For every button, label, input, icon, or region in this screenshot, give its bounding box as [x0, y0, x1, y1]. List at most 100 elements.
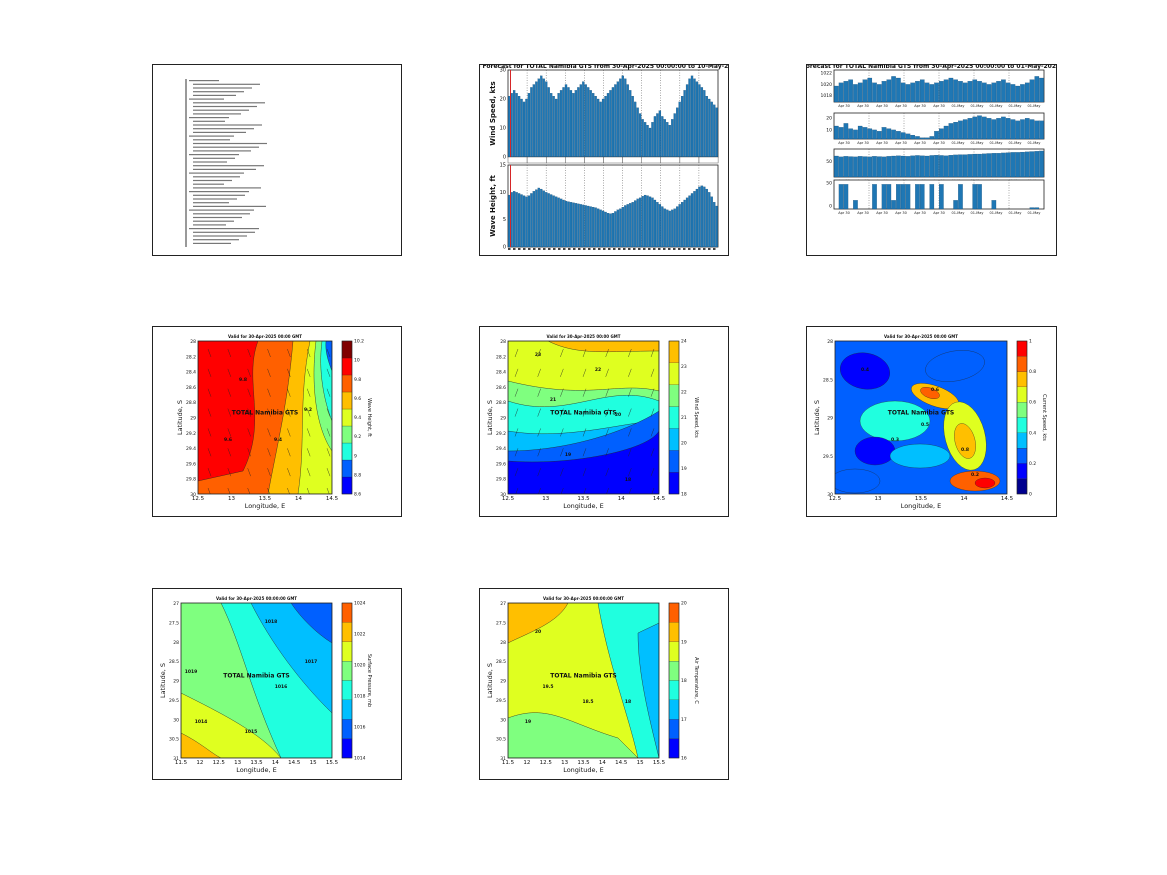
wave-height-bar: [673, 208, 676, 248]
wave-bottom-tick: [578, 248, 581, 250]
wave-height-map-colorbar-tick: 9: [354, 453, 357, 459]
multi-row-2-plot: 10 20: [826, 112, 1045, 140]
current-speed-map-fills: [835, 341, 1007, 494]
multi-row-3-bar: [877, 156, 882, 178]
wave-height-map-arrow: [287, 388, 291, 397]
current-speed-map-title: Valid for 30-Apr-2025 00:00 GMT: [884, 334, 958, 339]
multi-row-2-bar: [881, 127, 887, 140]
pressure-map-ytick: 31: [173, 756, 179, 762]
wind-speed-map-colorbar-tick: 24: [681, 339, 687, 345]
wave-height-bar: [535, 189, 538, 248]
wind-speed-map-arrow: [514, 408, 519, 417]
current-speed-map-ytick: 28.5: [823, 377, 833, 383]
wind-speed-map-xlabel: Longitude, E: [563, 502, 604, 510]
wind-speed-map-arrow: [650, 368, 655, 377]
multi-row-1-bar: [982, 82, 987, 103]
wave-height-bar: [695, 188, 699, 248]
pressure-map-contour-band: [290, 603, 332, 644]
wave-bottom-tick: [563, 248, 566, 250]
wave-bottom-tick: [688, 248, 691, 250]
wave-bottom-tick: [663, 248, 666, 250]
summary-line: [193, 142, 267, 145]
wind-speed-bar: [569, 90, 573, 158]
summary-line: [193, 183, 224, 185]
multi-row-3-bar: [1039, 150, 1044, 178]
current-speed-map-contour-label: 0.5: [921, 422, 929, 428]
wind-speed-ytick: 30: [500, 68, 506, 74]
wave-height-map-arrow: [247, 487, 251, 494]
wind-speed-map-arrow: [514, 428, 519, 437]
wind-speed-bar: [688, 78, 691, 158]
current-speed-map-colorbar-tick: 0.2: [1029, 461, 1036, 467]
wind-speed-map-arrow: [628, 448, 632, 457]
wind-speed-bar: [594, 96, 597, 158]
wind-speed-map-arrow: [628, 408, 632, 417]
pressure-map-plot: Valid for 30-Apr-2025 00:00:00 GMT TOTAL …: [159, 596, 372, 774]
pressure-map-colorbar-tick: 1024: [354, 601, 366, 607]
air-temp-map-2-xtick: 12: [523, 760, 530, 766]
wind-speed-map-arrow: [628, 348, 632, 358]
current-speed-map-colorbar: 0 0.2 0.4 0.6 0.8 1 Current Speed, kts: [1016, 339, 1047, 498]
wave-height-map-colorbar-frame: [341, 340, 353, 495]
pressure-map-colorbar-swatch: [341, 719, 353, 739]
wind-speed-map-colorbar-swatch: [668, 362, 680, 385]
multi-row-1-bar: [1039, 77, 1044, 103]
multi-row-1-bar: [1015, 85, 1020, 103]
wind-speed-map-colorbar-swatch: [668, 406, 680, 429]
wind-speed-bar: [535, 81, 538, 158]
summary-line: [193, 128, 254, 130]
multi-row-2-bar: [967, 118, 973, 140]
wave-bottom-tick: [708, 248, 711, 250]
wave-height-bar: [666, 209, 669, 248]
pressure-map-xtick: 15: [310, 760, 317, 766]
wave-height-map-arrow: [247, 448, 251, 457]
multi-row-xlabel: Apr 30: [914, 141, 926, 145]
wave-bottom-tick: [568, 248, 571, 250]
multi-row-3-bar: [967, 154, 973, 178]
air-temp-map-2-ytick: 27.5: [496, 620, 506, 626]
wave-height-map-xtick: 12.5: [192, 496, 205, 502]
wave-height-bar: [574, 203, 578, 248]
wind-speed-map-arrow: [605, 468, 609, 477]
wind-speed-bar: [596, 98, 600, 158]
multi-row-xlabel: Apr 30: [876, 104, 888, 108]
wave-height-map-colorbar-tick: 10.2: [354, 339, 364, 345]
wave-height-bar: [703, 186, 706, 248]
wave-bottom-tick: [593, 248, 596, 250]
wind-date-cell: [622, 156, 642, 164]
current-speed-map-colorbar-swatch: [1016, 371, 1028, 387]
multi-row-3-bar: [886, 156, 892, 178]
wind-speed-map-contour-label: 23: [535, 352, 541, 358]
multi-row-3-bar: [929, 155, 935, 178]
multi-row-1-bar: [838, 82, 844, 103]
wave-height-map-arrow: [326, 388, 331, 397]
wind-speed-map-ytick: 29.4: [496, 446, 506, 452]
multi-row-2-bar: [1015, 120, 1020, 140]
wave-bottom-tick: [633, 248, 636, 250]
multi-row-3-bar: [853, 156, 858, 178]
wave-bottom-tick: [538, 248, 541, 250]
wind-speed-map-colorbar-swatch: [668, 450, 680, 473]
current-speed-map-colorbar-frame: [1016, 340, 1028, 495]
current-speed-map-colorbar-swatch: [1016, 386, 1028, 403]
multi-row-3-bar: [977, 153, 982, 178]
wave-height-map-arrow: [247, 408, 251, 417]
wind-date-cell: [545, 156, 566, 164]
wind-speed-map-colorbar-tick: 23: [681, 364, 687, 370]
wind-speed-bar: [559, 90, 563, 158]
wave-bottom-tick: [638, 248, 641, 250]
wave-height-bar: [619, 208, 622, 248]
multi-row-2-bar: [939, 128, 944, 140]
current-speed-map-colorbar-tick: 0: [1029, 492, 1032, 498]
air-temp-map-2-ytick: 29: [500, 679, 506, 685]
wind-speed-map-arrow: [560, 428, 564, 437]
multi-row-1-bar: [853, 84, 858, 103]
wind-speed-bar: [562, 87, 565, 158]
current-speed-map-xtick: 14.5: [1001, 496, 1014, 502]
multi-row-2-bar: [857, 125, 863, 140]
wave-height-ytick: 15: [500, 163, 506, 169]
multi-row-1-bar: [915, 81, 920, 103]
wave-height-map-colorbar-swatch: [341, 391, 353, 410]
wave-height-map-xtick: 13: [228, 496, 235, 502]
summary-line: [189, 98, 224, 100]
